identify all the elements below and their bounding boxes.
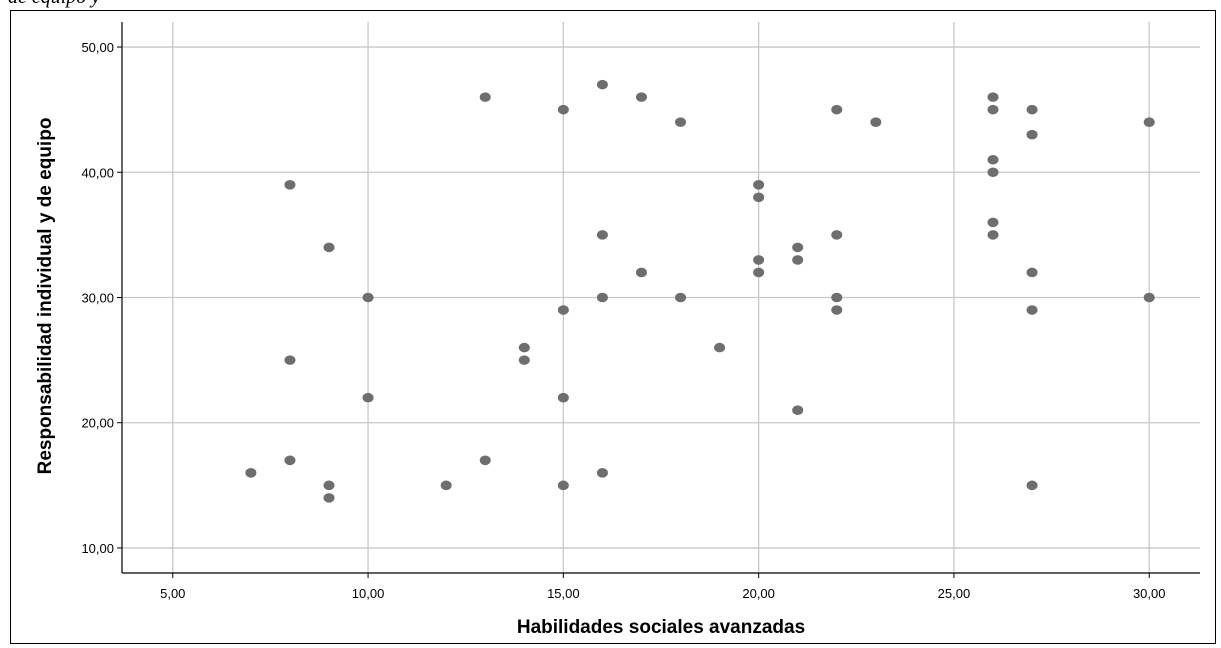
- scatter-point: [987, 167, 999, 178]
- scatter-point: [596, 468, 608, 478]
- scatter-point: [635, 267, 647, 278]
- scatter-point: [1026, 129, 1038, 140]
- scatter-point: [831, 305, 843, 315]
- scatter-point: [323, 242, 335, 253]
- scatter-point: [675, 117, 687, 127]
- scatter-point: [518, 342, 530, 353]
- scatter-point: [323, 493, 335, 503]
- scatter-point: [792, 405, 804, 416]
- scatter-point: [1026, 267, 1038, 278]
- scatter-point: [440, 480, 452, 491]
- scatter-point: [479, 455, 491, 466]
- scatter-point: [284, 355, 296, 365]
- scatter-point: [596, 292, 608, 303]
- scatter-point: [753, 267, 765, 278]
- scatter-point: [323, 480, 335, 491]
- scatter-point: [284, 455, 296, 466]
- scatter-point: [987, 154, 999, 165]
- y-axis-title: Responsabilidad individual y de equipo: [35, 118, 56, 475]
- x-tick-label: 25,00: [938, 586, 971, 601]
- scatter-point: [518, 355, 530, 365]
- y-tick-label: 10,00: [81, 541, 114, 556]
- scatter-point: [557, 305, 569, 315]
- scatter-point: [987, 92, 999, 102]
- x-axis-title: Habilidades sociales avanzadas: [517, 617, 805, 638]
- x-tick-label: 20,00: [742, 586, 775, 601]
- scatter-point: [753, 179, 765, 190]
- scatter-point: [362, 292, 374, 303]
- scatter-point: [753, 255, 765, 265]
- scatter-point: [987, 104, 999, 115]
- x-tick-label: 15,00: [547, 586, 580, 601]
- y-tick-label: 30,00: [81, 291, 114, 306]
- scatter-point: [635, 92, 647, 102]
- axes: [117, 22, 1200, 578]
- scatter-point: [831, 104, 843, 115]
- scatter-point: [362, 392, 374, 403]
- x-tick-label: 10,00: [352, 586, 385, 601]
- scatter-point: [1026, 104, 1038, 115]
- scatter-point: [1026, 305, 1038, 315]
- grid-lines: [122, 22, 1200, 573]
- scatter-point: [284, 179, 296, 190]
- scatter-point: [479, 92, 491, 102]
- scatter-point: [987, 230, 999, 240]
- scatter-point: [792, 242, 804, 253]
- scatter-point: [792, 255, 804, 265]
- scatter-point: [596, 230, 608, 240]
- scatter-point: [1143, 292, 1155, 303]
- scatter-point: [557, 392, 569, 403]
- chart-frame: [10, 10, 1216, 644]
- scatter-point: [675, 292, 687, 303]
- scatter-point: [987, 217, 999, 228]
- y-tick-label: 40,00: [81, 165, 114, 180]
- scatter-point: [870, 117, 882, 127]
- scatter-point: [831, 230, 843, 240]
- x-tick-label: 30,00: [1133, 586, 1166, 601]
- scatter-point: [753, 192, 765, 203]
- scatter-point: [1143, 117, 1155, 127]
- scatter-point: [557, 104, 569, 115]
- data-points: [245, 79, 1155, 503]
- y-tick-label: 20,00: [81, 416, 114, 431]
- scatter-point: [557, 480, 569, 491]
- scatter-point: [245, 468, 257, 478]
- y-tick-label: 50,00: [81, 40, 114, 55]
- scatter-point: [714, 342, 726, 353]
- scatter-point: [596, 79, 608, 90]
- top-caption: de equipo y: [8, 0, 100, 9]
- x-tick-label: 5,00: [160, 586, 185, 601]
- scatter-point: [1026, 480, 1038, 491]
- tick-labels: 5,00 10,00 15,00 20,00 25,00 30,00 10,00 20,00 3…: [81, 40, 1165, 601]
- scatter-point: [831, 292, 843, 303]
